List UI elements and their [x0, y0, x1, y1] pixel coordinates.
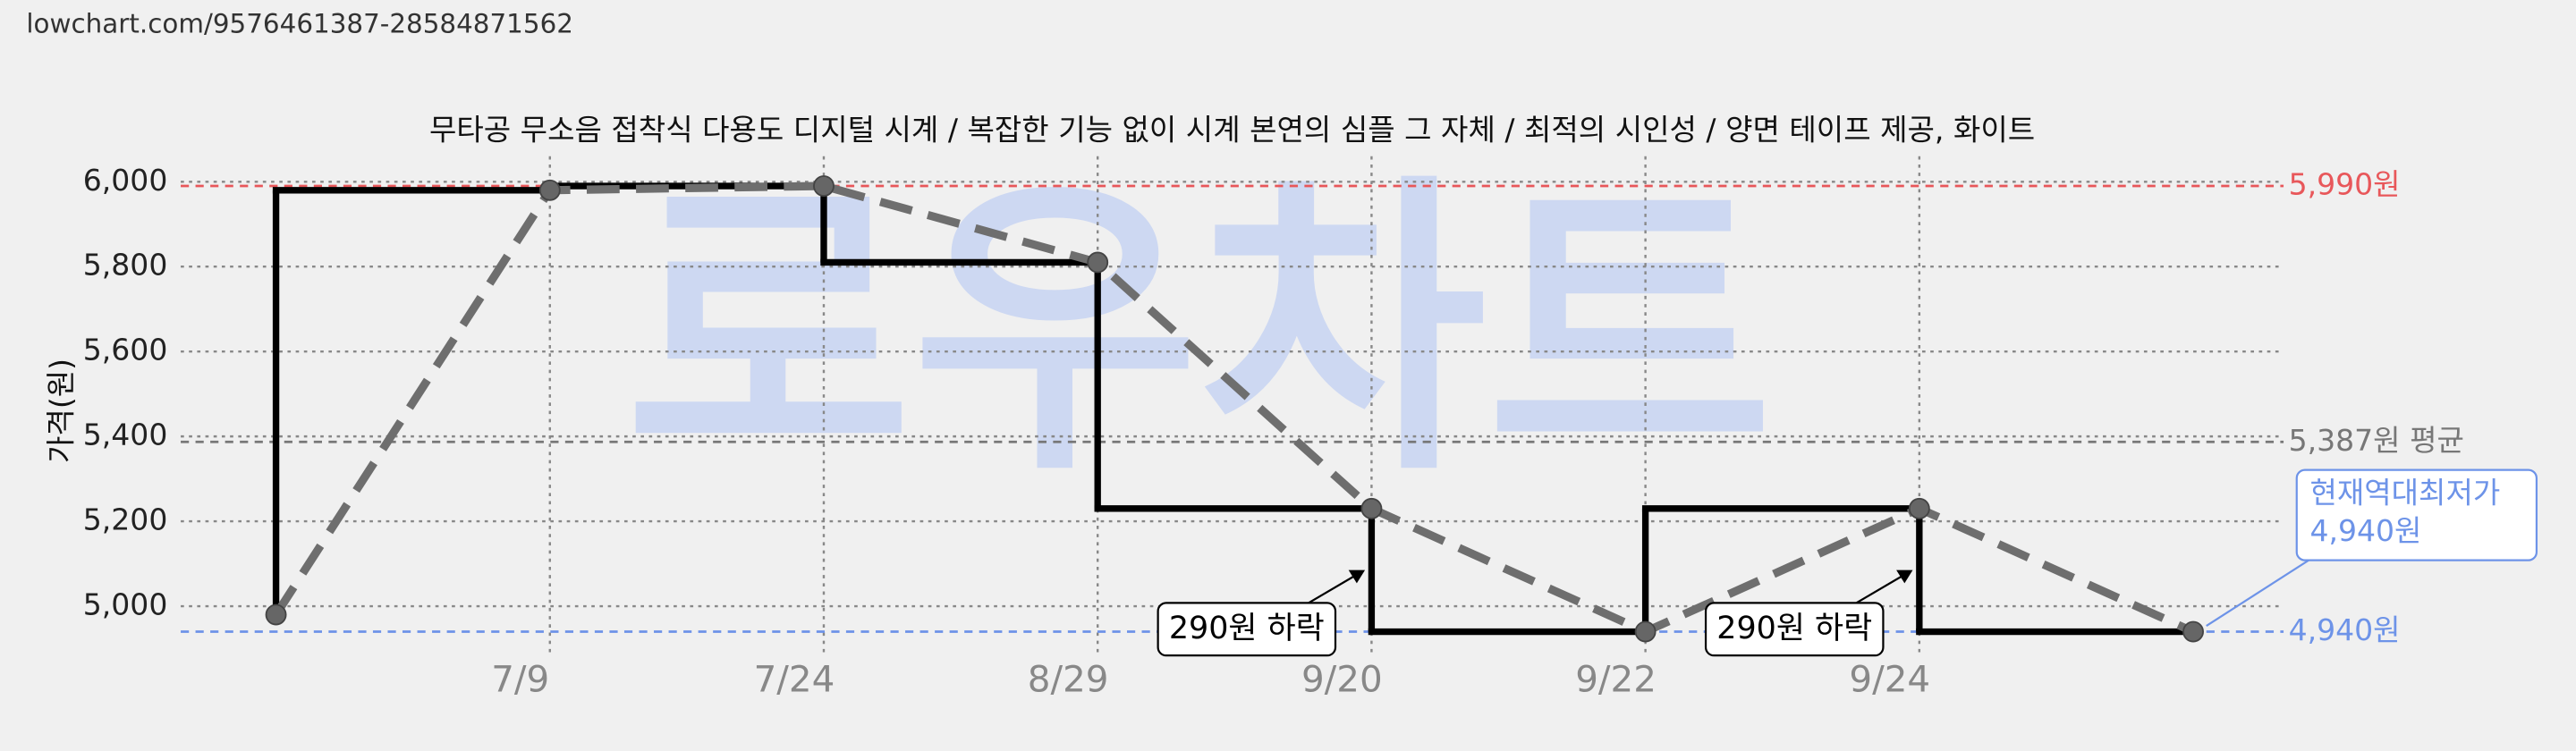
annotation-arrow [1305, 570, 1362, 606]
y-tick-label: 5,000 [83, 587, 168, 622]
x-tick-label: 7/9 [491, 658, 549, 701]
annotation-text: 290원 하락 [1716, 611, 1872, 646]
y-tick-label: 5,200 [83, 502, 168, 537]
point [1634, 620, 1657, 643]
annotation-box [1157, 602, 1337, 657]
reference-label: 4,940원 [2289, 612, 2401, 647]
annotation-arrow [1852, 570, 1911, 606]
reference-label: 5,990원 [2289, 167, 2401, 202]
callout-box [2295, 468, 2538, 561]
point [1908, 497, 1930, 519]
point [813, 175, 835, 197]
url: lowchart.com/9576461387-28584871562 [26, 8, 573, 38]
point [2182, 620, 2204, 643]
point [265, 603, 287, 626]
point [1360, 497, 1383, 519]
point [538, 179, 561, 201]
chart-title: 무타공 무소음 접착식 다용도 디지털 시계 / 복잡한 기능 없이 시계 본연… [429, 113, 2035, 148]
y-axis-label: 가격(원) [43, 359, 78, 463]
x-tick-label: 9/20 [1301, 658, 1383, 701]
x-tick-label: 9/22 [1575, 658, 1657, 701]
annotation-box [1704, 602, 1885, 657]
point [1087, 251, 1109, 274]
y-tick-label: 5,600 [83, 333, 168, 367]
annotation-text: 290원 하락 [1169, 611, 1325, 646]
y-tick-label: 6,000 [83, 163, 168, 198]
y-tick-label: 5,800 [83, 248, 168, 283]
callout-value: 4,940원 [2309, 513, 2421, 548]
annotation-arrowhead [1896, 570, 1913, 584]
callout-title: 현재역대최저가 [2309, 476, 2500, 511]
x-tick-label: 8/29 [1028, 658, 1109, 701]
price-line [272, 181, 2195, 637]
x-tick-label: 7/24 [754, 658, 835, 701]
callout-arrow [2206, 554, 2318, 628]
y-tick-label: 5,400 [83, 418, 168, 452]
annotation-arrowhead [1348, 570, 1366, 584]
reference-label: 5,387원 평균 [2289, 423, 2464, 458]
x-tick-label: 9/24 [1849, 658, 1930, 701]
watermark: 로우차트 [625, 150, 1774, 513]
